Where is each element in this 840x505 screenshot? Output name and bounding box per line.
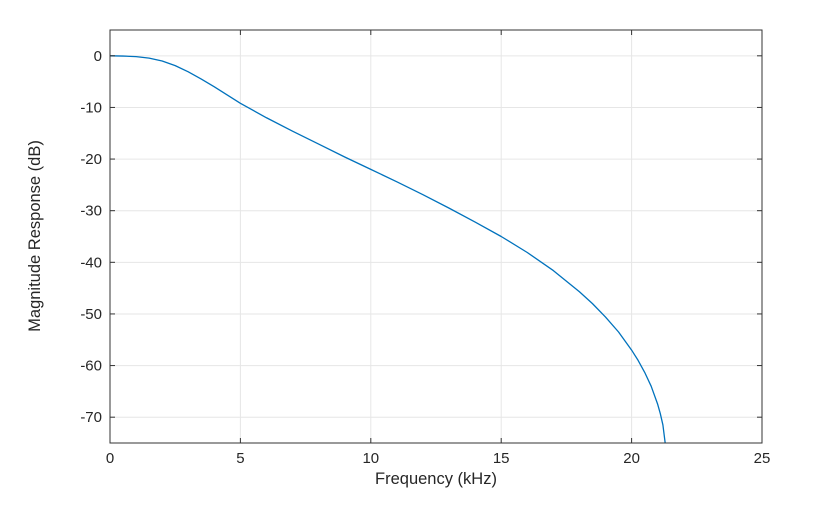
x-tick-label: 25 xyxy=(754,450,771,467)
axes-box xyxy=(109,29,763,444)
x-tick-label: 10 xyxy=(362,450,379,467)
y-tick-label: -70 xyxy=(80,409,102,426)
plot-layer xyxy=(110,55,666,443)
y-tick-label: -40 xyxy=(80,254,102,271)
y-tick-label: -10 xyxy=(80,99,102,116)
x-tick-label: 15 xyxy=(493,450,510,467)
tick-layer: 0 5 10 15 20 25 0 -10 -20 -30 -40 -50 -60 -70 xyxy=(80,30,770,467)
y-tick-label: -60 xyxy=(80,358,102,375)
x-axis-label: Frequency (kHz) xyxy=(375,470,497,488)
y-tick-label: -50 xyxy=(80,306,102,323)
grid-layer xyxy=(109,30,763,443)
x-tick-label: 20 xyxy=(623,450,640,467)
y-tick-label: -20 xyxy=(80,151,102,168)
response-curve xyxy=(110,55,666,443)
y-tick-label: 0 xyxy=(94,48,102,65)
x-tick-label: 5 xyxy=(236,450,244,467)
y-tick-label: -30 xyxy=(80,203,102,220)
y-axis-label: Magnitude Response (dB) xyxy=(26,140,44,332)
x-tick-label: 0 xyxy=(106,450,114,467)
axes-layer xyxy=(109,29,763,444)
